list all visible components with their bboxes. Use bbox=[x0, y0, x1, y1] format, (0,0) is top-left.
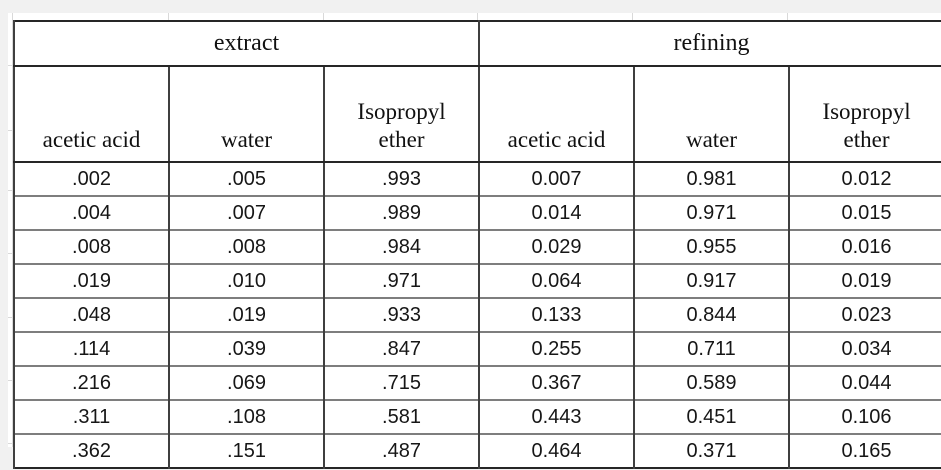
column-header-row: acetic acid water Isopropyl ether acetic… bbox=[13, 66, 941, 163]
table-cell: 0.023 bbox=[788, 297, 941, 332]
column-header-refining-isopropyl-ether: Isopropyl ether bbox=[788, 66, 941, 163]
group-header-refining: refining bbox=[478, 21, 941, 67]
table-cell: 0.917 bbox=[633, 263, 791, 298]
table-row: .002.005.993 0.007 0.981 0.012 bbox=[13, 162, 941, 196]
column-header-extract-water: water bbox=[168, 66, 325, 163]
table-cell: 0.844 bbox=[633, 297, 791, 332]
group-header-extract: extract bbox=[12, 21, 481, 67]
table-cell: 0.464 bbox=[478, 433, 636, 468]
table-cell: 0.044 bbox=[788, 365, 941, 400]
table-cell: 0.016 bbox=[788, 229, 941, 264]
table-cell: .993 bbox=[322, 162, 481, 196]
table-cell: .362 bbox=[13, 433, 170, 468]
column-header-extract-isopropyl-ether: Isopropyl ether bbox=[322, 66, 481, 163]
table-cell: 0.711 bbox=[633, 331, 791, 366]
table-cell: 0.064 bbox=[478, 263, 636, 298]
table-cell: 0.015 bbox=[788, 195, 941, 230]
table-cell: 0.106 bbox=[788, 399, 941, 434]
table-body: .002.005.993 0.007 0.981 0.012.004.007.989 0… bbox=[13, 162, 941, 468]
table-cell: 0.007 bbox=[478, 162, 636, 196]
table-cell: .487 bbox=[322, 433, 481, 468]
table-cell: 0.451 bbox=[633, 399, 791, 434]
column-header-refining-water: water bbox=[633, 66, 791, 163]
table-row: .008.008.984 0.029 0.955 0.016 bbox=[13, 229, 941, 264]
table-cell: .114 bbox=[13, 331, 170, 366]
table-cell: .002 bbox=[13, 162, 170, 196]
table-cell: .715 bbox=[322, 365, 481, 400]
table-header: extract refining acetic acid water Isopr… bbox=[12, 21, 941, 163]
table-cell: .004 bbox=[13, 195, 170, 230]
table-cell: .933 bbox=[322, 297, 481, 332]
table-cell: .847 bbox=[322, 331, 481, 366]
table-cell: .311 bbox=[13, 399, 170, 434]
table-row: .048.019.933 0.133 0.844 0.023 bbox=[13, 297, 941, 332]
table-cell: 0.371 bbox=[633, 433, 791, 468]
table-cell: .971 bbox=[322, 263, 481, 298]
table-cell: .108 bbox=[168, 399, 325, 434]
table-cell: 0.014 bbox=[478, 195, 636, 230]
table-cell: 0.367 bbox=[478, 365, 636, 400]
table-row: .311.108.581 0.443 0.451 0.106 bbox=[13, 399, 941, 434]
table-cell: .019 bbox=[13, 263, 170, 298]
table-row: .114.039.847 0.255 0.711 0.034 bbox=[13, 331, 941, 366]
table-cell: .151 bbox=[168, 433, 325, 468]
table-cell: 0.165 bbox=[788, 433, 941, 468]
table-cell: .048 bbox=[13, 297, 170, 332]
table-row: .216.069.715 0.367 0.589 0.044 bbox=[13, 365, 941, 400]
table-cell: 0.255 bbox=[478, 331, 636, 366]
table-row: .004.007.989 0.014 0.971 0.015 bbox=[13, 195, 941, 230]
table-cell: .069 bbox=[168, 365, 325, 400]
table-cell: 0.133 bbox=[478, 297, 636, 332]
table-cell: 0.034 bbox=[788, 331, 941, 366]
group-header-row: extract refining bbox=[12, 21, 941, 67]
table-cell: 0.981 bbox=[633, 162, 791, 196]
sheet-gridline-vertical bbox=[12, 13, 13, 447]
column-header-refining-acetic-acid: acetic acid bbox=[478, 66, 636, 163]
table-cell: 0.029 bbox=[478, 229, 636, 264]
table-cell: 0.971 bbox=[633, 195, 791, 230]
table-cell: .007 bbox=[168, 195, 325, 230]
table-cell: .039 bbox=[168, 331, 325, 366]
table-cell: .008 bbox=[13, 229, 170, 264]
table-cell: .216 bbox=[13, 365, 170, 400]
table-cell: 0.589 bbox=[633, 365, 791, 400]
table-cell: 0.443 bbox=[478, 399, 636, 434]
column-header-extract-acetic-acid: acetic acid bbox=[13, 66, 170, 163]
table-cell: .005 bbox=[168, 162, 325, 196]
table-cell: .010 bbox=[168, 263, 325, 298]
table-row: .362.151.487 0.464 0.371 0.165 bbox=[13, 433, 941, 468]
table-cell: .019 bbox=[168, 297, 325, 332]
table-cell: .008 bbox=[168, 229, 325, 264]
table-row: .019.010.971 0.064 0.917 0.019 bbox=[13, 263, 941, 298]
table-cell: .581 bbox=[322, 399, 481, 434]
table-cell: 0.012 bbox=[788, 162, 941, 196]
table-cell: 0.955 bbox=[633, 229, 791, 264]
table-cell: .984 bbox=[322, 229, 481, 264]
data-table: extract refining acetic acid water Isopr… bbox=[12, 20, 941, 469]
table-cell: .989 bbox=[322, 195, 481, 230]
table-cell: 0.019 bbox=[788, 263, 941, 298]
